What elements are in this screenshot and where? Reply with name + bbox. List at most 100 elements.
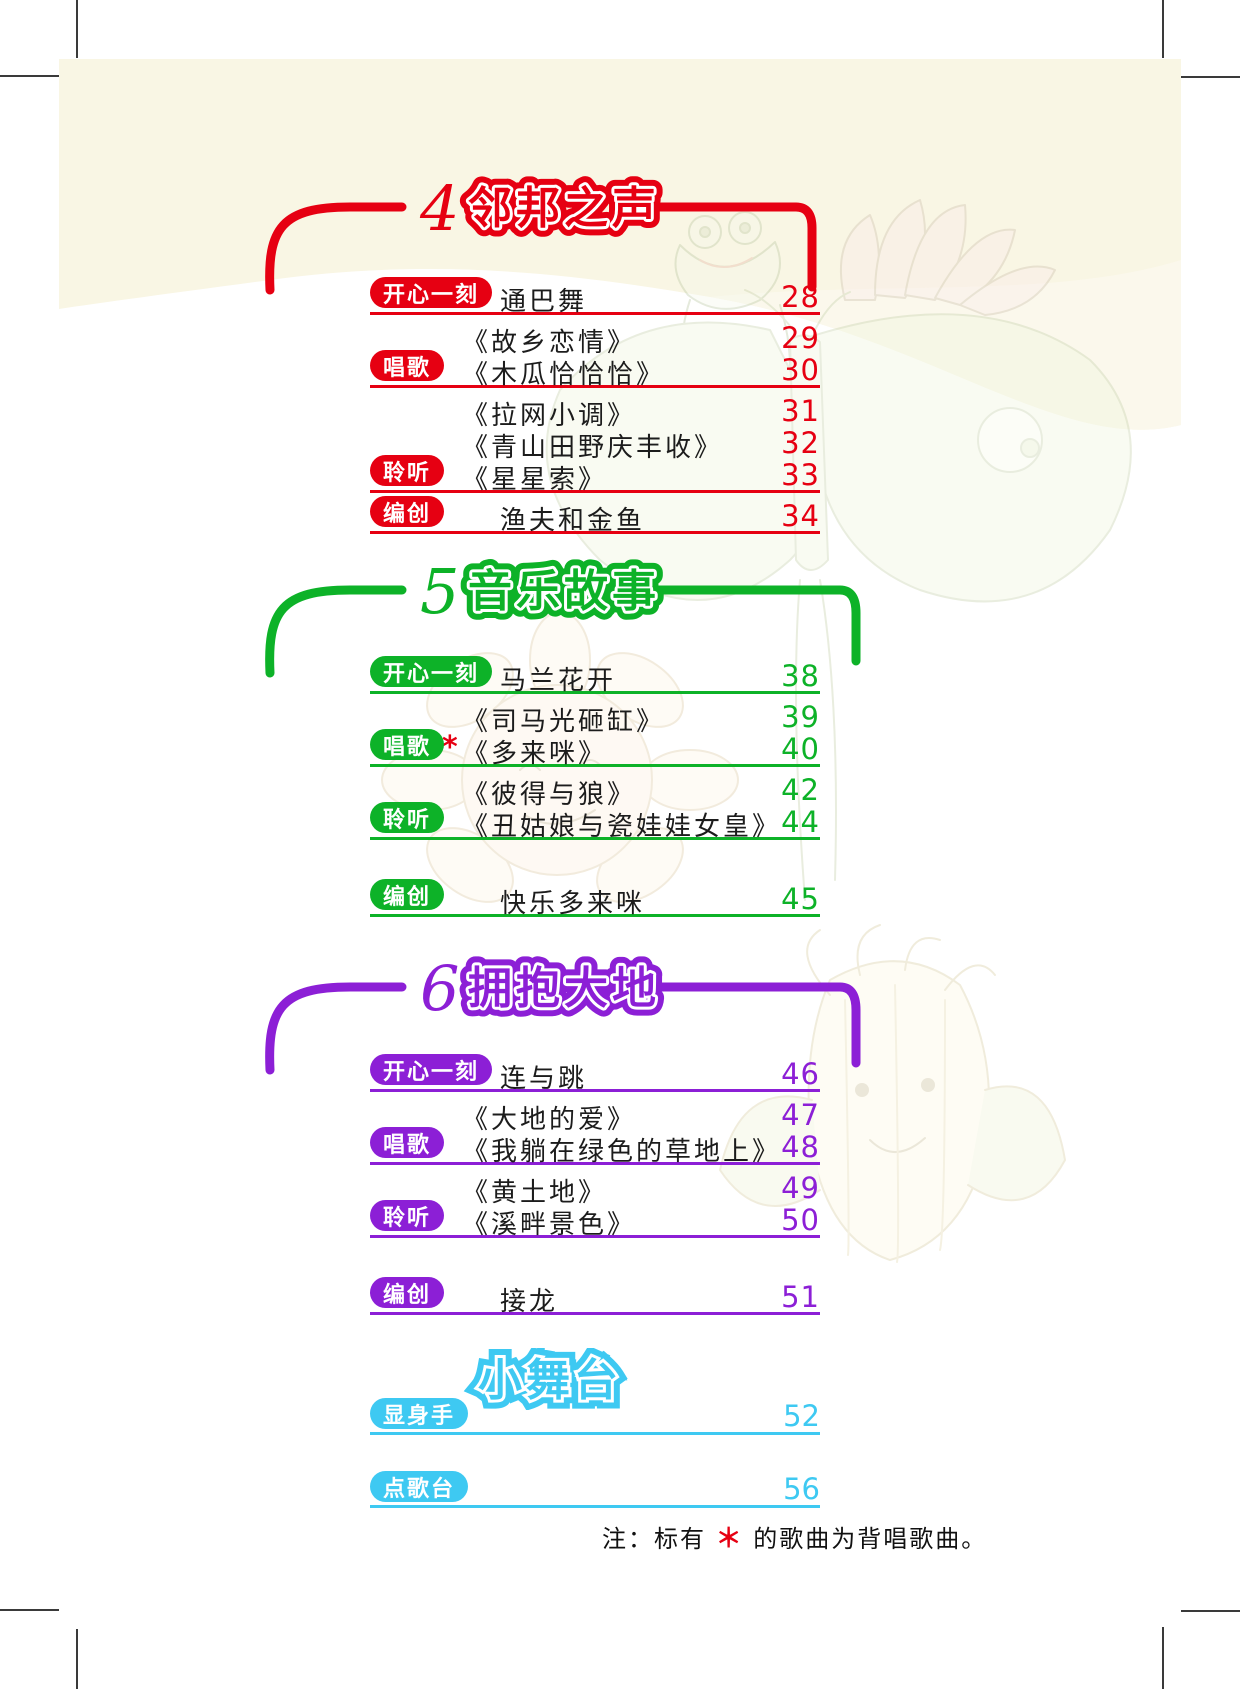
- page-number: 29: [781, 321, 820, 355]
- toc-group: 渔夫和金鱼 34 编创: [370, 496, 820, 536]
- footnote-suffix: 的歌曲为背唱歌曲。: [743, 1525, 988, 1553]
- page-number: 42: [781, 773, 820, 807]
- toc-group: 接龙 51 编创: [370, 1277, 820, 1317]
- toc-row: 接龙 51: [370, 1280, 820, 1317]
- page-number: 52: [783, 1399, 820, 1433]
- unit-header-left-bracket: [265, 982, 407, 1075]
- song-title: 《司马光砸缸》: [462, 707, 666, 737]
- crop-mark-top-left-v: [76, 0, 78, 58]
- stage-pill-显身手: 显身手: [370, 1398, 469, 1429]
- song-title: 马兰花开: [500, 666, 617, 696]
- category-pill-聆听: 聆听: [370, 802, 445, 833]
- toc-row: 《木瓜恰恰恰》 30: [370, 353, 820, 390]
- category-pill-编创: 编创: [370, 496, 445, 527]
- footnote-star: ＊: [715, 1524, 744, 1554]
- page-number: 34: [781, 499, 820, 533]
- unit-title-halo: 音乐故事: [468, 566, 660, 617]
- toc-row: 《星星索》 33: [370, 458, 820, 495]
- page-number: 38: [781, 659, 820, 693]
- toc-row: 《大地的爱》 47: [370, 1098, 820, 1135]
- page-number: 33: [781, 458, 820, 492]
- toc-row: 《我躺在绿色的草地上》 48: [370, 1130, 820, 1167]
- song-title: 渔夫和金鱼: [500, 506, 646, 536]
- toc-group: 《彼得与狼》 42 《丑姑娘与瓷娃娃女皇》 44 聆听: [370, 773, 820, 842]
- category-pill-唱歌: 唱歌: [370, 1127, 445, 1158]
- stage-row: 点歌台 56: [370, 1471, 820, 1508]
- song-title: 《拉网小调》: [462, 401, 637, 431]
- crop-mark-top-left-h: [0, 75, 59, 77]
- toc-group: 《司马光砸缸》 39 * 《多来咪》 40 唱歌: [370, 700, 820, 769]
- toc-group: 《故乡恋情》 29 《木瓜恰恰恰》 30 唱歌: [370, 321, 820, 390]
- category-pill-编创: 编创: [370, 1277, 445, 1308]
- page-number: 49: [781, 1171, 820, 1205]
- stage-section-title: 小舞台 小舞台: [469, 1348, 627, 1410]
- toc-row: 渔夫和金鱼 34: [370, 499, 820, 536]
- stage-pill-点歌台: 点歌台: [370, 1471, 469, 1502]
- unit-header-right-bracket: [639, 585, 861, 666]
- song-title: 《彼得与狼》: [462, 780, 637, 810]
- page-number: 30: [781, 353, 820, 387]
- toc-row: 马兰花开 38: [370, 659, 820, 696]
- unit-6-toc: 连与跳 46 开心一刻 《大地的爱》 47 《我躺在绿色的草地上》 48 唱歌 《黄土地》 49 《…: [370, 1054, 820, 1321]
- category-pill-开心一刻: 开心一刻: [370, 277, 493, 308]
- song-title: 《星星索》: [462, 465, 608, 495]
- song-title: 《木瓜恰恰恰》: [462, 360, 666, 390]
- stage-title-outline: 小舞台: [478, 1355, 622, 1406]
- unit-title: 拥抱大地: [468, 963, 660, 1014]
- crop-mark-bottom-right-v: [1162, 1627, 1164, 1689]
- toc-row: * 《多来咪》 40: [370, 730, 820, 769]
- song-title: 《丑姑娘与瓷娃娃女皇》: [462, 812, 782, 842]
- toc-group: 马兰花开 38 开心一刻: [370, 656, 820, 696]
- song-title: 接龙: [500, 1287, 559, 1317]
- toc-row: 《彼得与狼》 42: [370, 773, 820, 810]
- crop-mark-top-right-v: [1162, 0, 1164, 58]
- toc-row: 《故乡恋情》 29: [370, 321, 820, 358]
- toc-row: 《青山田野庆丰收》 32: [370, 426, 820, 463]
- page-number: 32: [781, 426, 820, 460]
- song-title: 《溪畔景色》: [462, 1210, 637, 1240]
- song-title: 通巴舞: [500, 287, 588, 317]
- toc-group: 《黄土地》 49 《溪畔景色》 50 聆听: [370, 1171, 820, 1240]
- unit-header-right-bracket: [639, 982, 861, 1068]
- page-number: 31: [781, 394, 820, 428]
- unit-number: 6: [420, 952, 459, 1025]
- category-pill-开心一刻: 开心一刻: [370, 1054, 493, 1085]
- unit-number: 5: [420, 555, 459, 628]
- unit-4-toc: 通巴舞 28 开心一刻 《故乡恋情》 29 《木瓜恰恰恰》 30 唱歌 《拉网小调》 31 《青山田…: [370, 277, 820, 540]
- category-pill-编创: 编创: [370, 879, 445, 910]
- category-pill-聆听: 聆听: [370, 455, 445, 486]
- unit-5-toc: 马兰花开 38 开心一刻 《司马光砸缸》 39 * 《多来咪》 40 唱歌 《彼得与狼》 42 《丑姑…: [370, 656, 820, 923]
- toc-group: 通巴舞 28 开心一刻: [370, 277, 820, 317]
- page-number: 28: [781, 280, 820, 314]
- memorize-star-marker: *: [442, 730, 458, 765]
- footnote: 注：标有 ＊ 的歌曲为背唱歌曲。: [602, 1518, 985, 1555]
- stage-items: 显身手 52 点歌台 56: [370, 1398, 820, 1545]
- toc-row: 通巴舞 28: [370, 280, 820, 317]
- unit-header-right-bracket: [639, 202, 817, 292]
- toc-row: 快乐多来咪 45: [370, 882, 820, 919]
- unit-title-halo: 邻邦之声: [468, 183, 660, 234]
- unit-header-left-bracket: [265, 585, 407, 678]
- page-number: 56: [783, 1472, 820, 1506]
- unit-title: 邻邦之声: [468, 183, 660, 234]
- toc-group: 《拉网小调》 31 《青山田野庆丰收》 32 《星星索》 33 聆听: [370, 394, 820, 495]
- page-number: 44: [781, 805, 820, 839]
- song-title: 《青山田野庆丰收》: [462, 433, 724, 463]
- toc-row: 《拉网小调》 31: [370, 394, 820, 431]
- toc-group: 快乐多来咪 45 编创: [370, 879, 820, 919]
- page-number: 45: [781, 882, 820, 916]
- category-pill-聆听: 聆听: [370, 1200, 445, 1231]
- song-title: 连与跳: [500, 1064, 588, 1094]
- song-title: 《大地的爱》: [462, 1105, 637, 1135]
- toc-row: 《司马光砸缸》 39: [370, 700, 820, 737]
- category-pill-唱歌: 唱歌: [370, 350, 445, 381]
- crop-mark-top-right-h: [1181, 76, 1240, 78]
- crop-mark-bottom-right-h: [1181, 1610, 1240, 1612]
- page-number: 46: [781, 1057, 820, 1091]
- unit-header-left-bracket: [265, 202, 407, 295]
- song-title: 《我躺在绿色的草地上》: [462, 1137, 782, 1167]
- toc-row: 《黄土地》 49: [370, 1171, 820, 1208]
- crop-mark-bottom-left-h: [0, 1609, 59, 1611]
